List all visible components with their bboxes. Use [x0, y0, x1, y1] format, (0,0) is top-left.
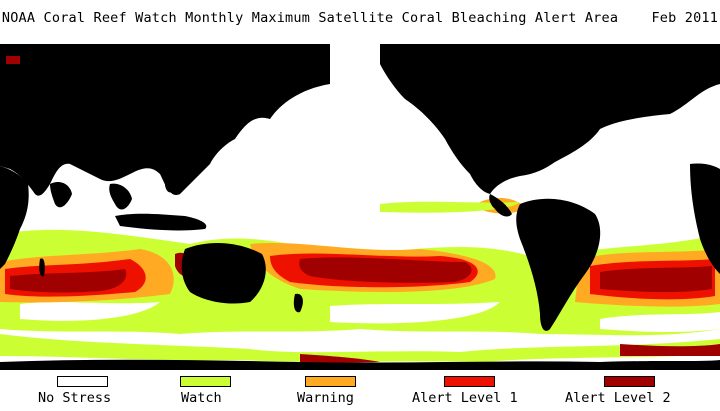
legend-swatch-alert2 [604, 376, 655, 387]
legend-swatch-no-stress [57, 376, 108, 387]
new-zealand [293, 293, 303, 313]
legend-label-no-stress: No Stress [38, 390, 112, 406]
legend-label-alert1: Alert Level 1 [412, 390, 518, 406]
legend-swatch-warning [305, 376, 356, 387]
alert2-pacific [299, 257, 472, 283]
land [0, 44, 720, 370]
greenland [660, 44, 720, 74]
japan [188, 136, 212, 153]
madagascar [39, 258, 45, 277]
alert2-atlantic [600, 266, 712, 293]
legend: No Stress Watch Warning Alert Level 1 Al… [0, 376, 720, 411]
se-asia [109, 183, 132, 210]
alert2-weddell [620, 344, 720, 356]
watch-band-lower [0, 334, 720, 362]
south-america [516, 198, 601, 331]
antarctica [0, 359, 720, 370]
map-title: NOAA Coral Reef Watch Monthly Maximum Sa… [0, 10, 720, 26]
legend-swatch-watch [180, 376, 231, 387]
legend-swatch-alert1 [444, 376, 495, 387]
legend-label-watch: Watch [181, 390, 222, 406]
watch-tropics-north [380, 201, 520, 213]
central-america [489, 194, 512, 217]
alert2-ross [300, 354, 380, 364]
title-text: NOAA Coral Reef Watch Monthly Maximum Sa… [1, 10, 619, 26]
india [50, 182, 72, 208]
alert2-indian [10, 269, 127, 293]
title-date: Feb 2011 [651, 10, 719, 26]
australia [181, 242, 266, 304]
legend-label-warning: Warning [297, 390, 354, 406]
philippines [164, 178, 173, 193]
bleaching-alert-map [0, 44, 720, 370]
africa-east [690, 163, 720, 274]
stress-bands [0, 198, 720, 364]
map-svg [0, 44, 720, 370]
legend-label-alert2: Alert Level 2 [565, 390, 671, 406]
africa [0, 166, 29, 269]
north-america [380, 44, 720, 194]
indonesia [115, 213, 207, 231]
alert2-patch-northwest [6, 56, 20, 64]
eurasia-west [0, 44, 330, 196]
